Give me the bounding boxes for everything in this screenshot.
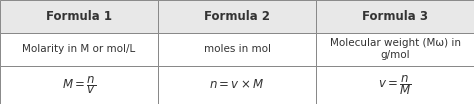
Text: $M = \dfrac{n}{v}$: $M = \dfrac{n}{v}$	[62, 74, 96, 96]
Text: Formula 2: Formula 2	[204, 10, 270, 23]
Text: Formula 1: Formula 1	[46, 10, 112, 23]
Bar	[316, 66, 474, 104]
Bar	[158, 66, 316, 104]
Text: $v = \dfrac{n}{M}$: $v = \dfrac{n}{M}$	[378, 73, 412, 97]
Text: Molarity in M or mol/L: Molarity in M or mol/L	[22, 44, 136, 54]
Text: Formula 3: Formula 3	[362, 10, 428, 23]
Bar	[0, 0, 158, 33]
Bar	[0, 66, 158, 104]
Text: moles in mol: moles in mol	[203, 44, 271, 54]
Bar	[158, 0, 316, 33]
Bar	[316, 0, 474, 33]
Bar	[158, 33, 316, 66]
Bar	[316, 33, 474, 66]
Text: Molecular weight (Mω) in
g/mol: Molecular weight (Mω) in g/mol	[329, 38, 461, 60]
Text: $n = v \times M$: $n = v \times M$	[210, 78, 264, 91]
Bar	[0, 33, 158, 66]
